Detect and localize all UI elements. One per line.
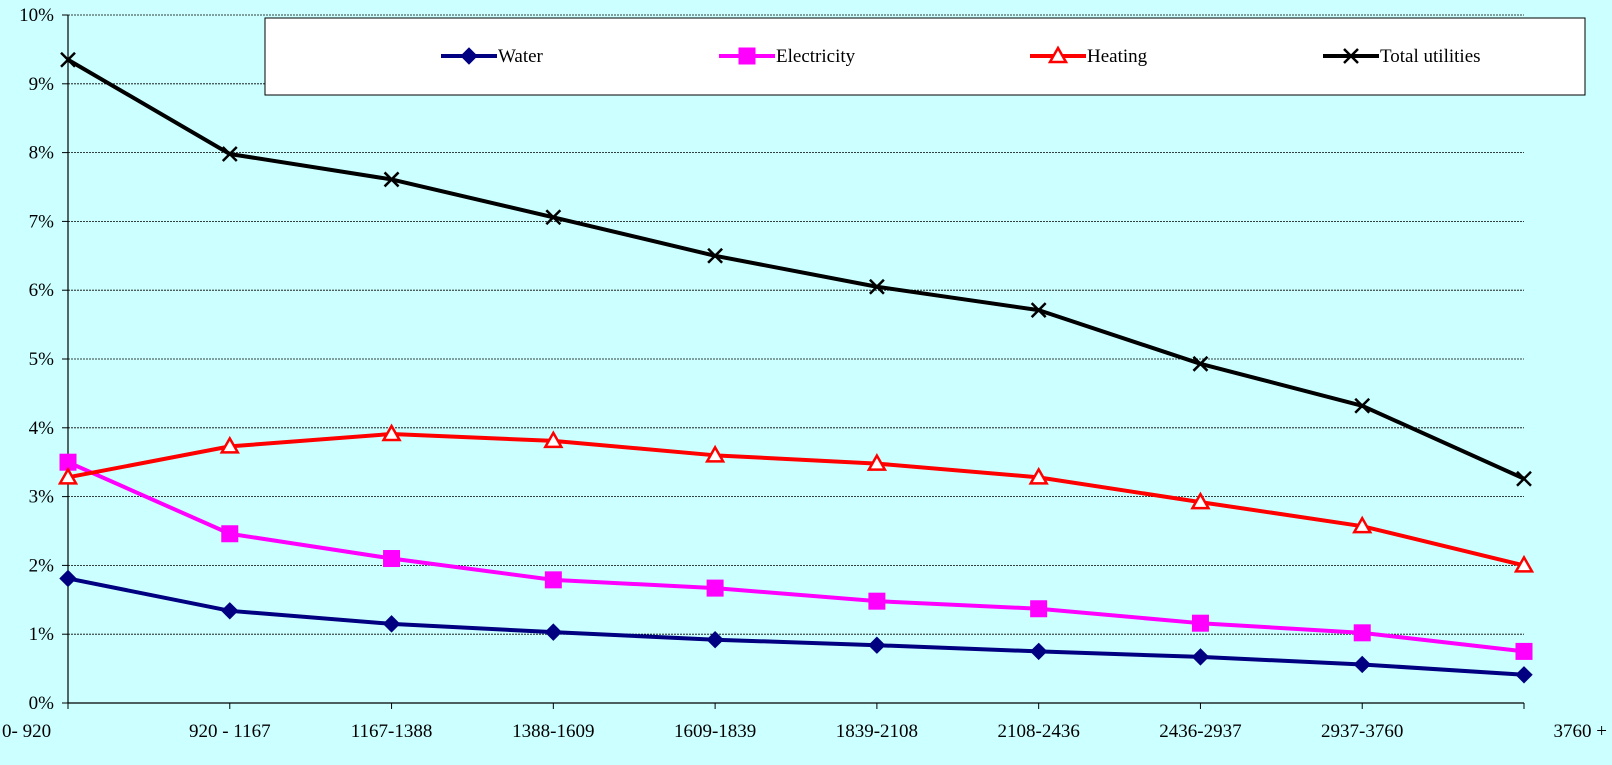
y-tick-label: 1%: [29, 624, 55, 645]
x-tick-label: 1839-2108: [836, 721, 918, 742]
marker-stroke: [869, 278, 885, 295]
x-tick-label: 1388-1609: [512, 721, 594, 742]
x-tick-label: 3760 +: [1554, 721, 1607, 742]
marker-stroke: [383, 171, 400, 188]
y-tick-label: 4%: [29, 418, 55, 439]
data-point-water: [1191, 648, 1210, 666]
data-point-heating: [1513, 554, 1535, 573]
data-point-electricity: [544, 571, 562, 589]
marker-stroke: [1030, 302, 1047, 319]
x-tick-label: 2937-3760: [1321, 721, 1403, 742]
data-point-water: [382, 615, 401, 633]
y-tick-label: 3%: [29, 487, 55, 508]
marker-stroke: [1192, 355, 1209, 372]
y-tick-label: 5%: [29, 349, 55, 370]
data-point-total-utilities: [1192, 355, 1209, 372]
data-point-water: [868, 636, 886, 654]
marker-stroke: [1354, 397, 1371, 414]
y-tick-label: 7%: [29, 211, 55, 232]
data-point-electricity: [706, 579, 724, 597]
data-point-electricity: [383, 550, 401, 568]
x-tick-label: 1609-1839: [674, 721, 756, 742]
data-point-electricity: [1191, 614, 1209, 632]
data-point-heating: [704, 444, 726, 463]
y-tick-label: 2%: [29, 555, 55, 576]
data-point-total-utilities: [1516, 470, 1532, 487]
data-point-electricity: [1030, 600, 1048, 618]
data-point-heating: [1352, 515, 1373, 534]
marker-stroke: [545, 209, 562, 226]
x-tick-label: 2108-2436: [998, 721, 1080, 742]
axes: 0% 1% 2% 3% 4% 5% 6% 7% 8% 9% 10% 0- 920 920 - 1167 1…: [2, 5, 1607, 742]
marker-stroke: [707, 247, 723, 264]
series-line-water: [67, 576, 1525, 677]
data-point-heating: [866, 453, 888, 471]
data-point-water: [59, 569, 77, 588]
data-point-heating: [219, 435, 240, 454]
data-point-electricity: [868, 592, 886, 610]
marker-stroke: [1516, 470, 1532, 487]
marker-stroke: [1343, 48, 1359, 64]
series-line-heating: [67, 431, 1525, 568]
y-tick-label: 6%: [29, 280, 55, 301]
data-point-water: [706, 630, 724, 649]
x-tick-label: 0- 920: [2, 721, 51, 742]
data-point-water: [221, 602, 239, 620]
data-point-total-utilities: [383, 171, 400, 188]
legend-label-total-utilities: Total utilities: [1380, 46, 1481, 67]
data-point-total-utilities: [545, 209, 562, 226]
y-tick-label: 8%: [29, 143, 55, 164]
y-tick-label: 0%: [29, 693, 55, 714]
data-point-heating: [1028, 466, 1049, 485]
x-tick-label: 920 - 1167: [189, 721, 271, 742]
data-point-heating: [1190, 491, 1211, 510]
data-point-water: [544, 623, 563, 641]
data-point-electricity: [1515, 642, 1533, 660]
data-point-heating: [381, 423, 402, 442]
data-point-heating: [543, 430, 564, 449]
data-point-total-utilities: [869, 278, 885, 295]
legend-marker-water: [460, 47, 478, 65]
legend-label-electricity: Electricity: [776, 46, 856, 67]
data-point-water: [1515, 666, 1533, 684]
data-point-water: [1353, 655, 1371, 674]
y-tick-label: 9%: [29, 74, 55, 95]
data-point-total-utilities: [60, 51, 76, 68]
series-lines: [57, 51, 1535, 684]
y-tick-label: 10%: [19, 5, 54, 26]
data-point-electricity: [221, 525, 239, 543]
data-point-heating: [57, 466, 79, 485]
legend-marker-total-utilities: [1343, 48, 1359, 64]
marker-stroke: [221, 146, 238, 162]
legend-marker-heating: [1047, 45, 1069, 64]
data-point-total-utilities: [221, 146, 238, 162]
marker-stroke: [60, 51, 76, 68]
x-tick-label: 2436-2937: [1159, 721, 1241, 742]
data-point-water: [1029, 642, 1048, 661]
legend-label-water: Water: [498, 46, 544, 67]
legend-label-heating: Heating: [1087, 46, 1148, 67]
legend-marker-electricity: [738, 47, 756, 65]
series-line-electricity: [67, 460, 1525, 654]
series-line-total-utilities: [66, 57, 1525, 481]
data-point-total-utilities: [1030, 302, 1047, 319]
data-point-total-utilities: [707, 247, 723, 264]
data-point-electricity: [1353, 624, 1371, 642]
data-point-total-utilities: [1354, 397, 1371, 414]
legend: Water Electricity Heating Total utilities: [264, 17, 1586, 96]
x-tick-label: 1167-1388: [351, 721, 433, 742]
